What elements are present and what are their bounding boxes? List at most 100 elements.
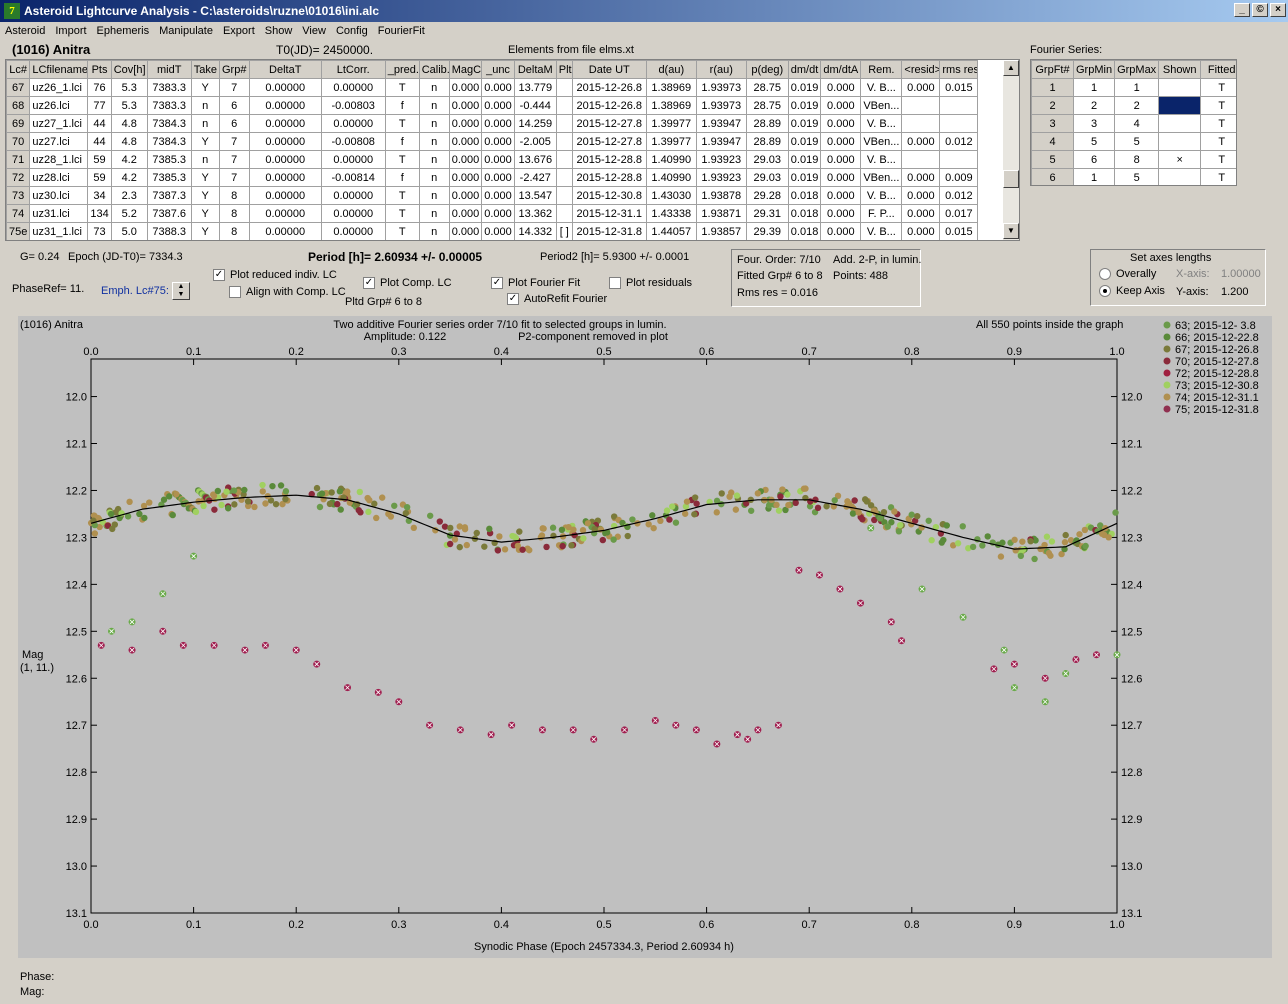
table-cell[interactable]: 0.000 — [481, 96, 515, 115]
table-cell[interactable]: VBen... — [860, 168, 903, 187]
table-cell[interactable]: 8 — [218, 204, 250, 223]
table-cell[interactable]: -2.427 — [513, 168, 557, 187]
menu-view[interactable]: View — [302, 25, 326, 37]
table-cell[interactable]: 0.000 — [448, 168, 483, 187]
table-cell[interactable]: 0.009 — [939, 168, 979, 187]
table-cell[interactable] — [555, 78, 573, 97]
table-cell[interactable]: 69 — [6, 114, 31, 133]
table-cell[interactable]: 0.00000 — [248, 186, 322, 205]
table-cell[interactable]: uz27_1.lci — [29, 114, 89, 133]
table-cell[interactable]: 7 — [218, 150, 250, 169]
table-cell[interactable]: 0.000 — [448, 114, 483, 133]
table-cell[interactable]: uz28_1.lci — [29, 150, 89, 169]
table-cell[interactable]: 0.00000 — [320, 78, 386, 97]
table-cell[interactable]: 2015-12-30.8 — [571, 186, 647, 205]
table-cell[interactable]: 2015-12-28.8 — [571, 150, 647, 169]
ft-cell[interactable] — [1158, 96, 1202, 115]
table-cell[interactable]: 0.000 — [901, 168, 941, 187]
table-cell[interactable]: 59 — [87, 150, 112, 169]
ft-cell[interactable]: 1 — [1072, 78, 1116, 97]
table-cell[interactable]: 7385.3 — [146, 168, 192, 187]
table-cell[interactable]: 7 — [218, 78, 250, 97]
table-cell[interactable]: 74 — [6, 204, 31, 223]
table-cell[interactable]: 76 — [87, 78, 112, 97]
ft-col-header[interactable]: Fitted — [1200, 60, 1236, 79]
table-cell[interactable]: 0.000 — [820, 114, 862, 133]
table-cell[interactable]: 0.00000 — [248, 132, 322, 151]
table-cell[interactable]: 13.362 — [513, 204, 557, 223]
table-cell[interactable]: 5.3 — [110, 96, 148, 115]
menu-show[interactable]: Show — [264, 25, 293, 37]
table-cell[interactable]: 2.3 — [110, 186, 148, 205]
ft-cell[interactable] — [1158, 168, 1202, 185]
lc-col-header[interactable]: _unc — [481, 60, 515, 79]
table-cell[interactable]: 6 — [218, 96, 250, 115]
align-checkbox[interactable]: Align with Comp. LC — [229, 286, 346, 299]
table-cell[interactable]: 14.332 — [513, 222, 557, 240]
table-cell[interactable]: 4.8 — [110, 114, 148, 133]
ft-cell[interactable]: 2 — [1031, 96, 1074, 115]
table-cell[interactable]: 1.43030 — [645, 186, 697, 205]
table-cell[interactable]: f — [384, 168, 420, 187]
table-cell[interactable]: 28.75 — [745, 78, 789, 97]
table-cell[interactable]: uz30.lci — [29, 186, 89, 205]
menu-config[interactable]: Config — [335, 25, 368, 37]
ft-cell[interactable]: 1 — [1114, 78, 1160, 97]
ft-cell[interactable]: 2 — [1072, 96, 1116, 115]
lc-col-header[interactable]: dm/dt — [787, 60, 822, 79]
table-cell[interactable]: 5.0 — [110, 222, 148, 240]
table-cell[interactable]: 0.00000 — [320, 204, 386, 223]
table-cell[interactable]: 0.019 — [787, 150, 822, 169]
lc-col-header[interactable]: dm/dtA — [820, 60, 862, 79]
table-cell[interactable]: 7385.3 — [146, 150, 192, 169]
table-cell[interactable]: 0.000 — [901, 78, 941, 97]
scroll-thumb[interactable] — [1003, 170, 1019, 188]
table-cell[interactable]: 75e — [6, 222, 31, 240]
table-cell[interactable]: uz26_1.lci — [29, 78, 89, 97]
table-cell[interactable]: 7384.3 — [146, 114, 192, 133]
table-cell[interactable]: 29.28 — [745, 186, 789, 205]
table-cell[interactable]: 0.015 — [939, 78, 979, 97]
ft-cell[interactable]: 5 — [1031, 150, 1074, 169]
ft-cell[interactable]: 5 — [1114, 132, 1160, 151]
ft-cell[interactable]: 1 — [1072, 168, 1116, 185]
table-cell[interactable]: 0.000 — [820, 204, 862, 223]
table-cell[interactable]: -0.00808 — [320, 132, 386, 151]
table-cell[interactable]: 29.03 — [745, 150, 789, 169]
table-cell[interactable]: 1.39977 — [645, 114, 697, 133]
table-cell[interactable] — [939, 96, 979, 115]
ft-cell[interactable]: T — [1200, 96, 1236, 115]
lc-col-header[interactable]: Grp# — [218, 60, 250, 79]
menu-import[interactable]: Import — [55, 25, 87, 37]
lc-col-header[interactable]: Lc# — [6, 60, 31, 79]
ft-cell[interactable] — [1158, 132, 1202, 151]
table-cell[interactable]: 4.2 — [110, 150, 148, 169]
plot-residuals-checkbox[interactable]: Plot residuals — [609, 277, 692, 290]
ft-cell[interactable]: 3 — [1072, 114, 1116, 133]
table-cell[interactable]: 7384.3 — [146, 132, 192, 151]
ft-cell[interactable]: T — [1200, 114, 1236, 133]
table-cell[interactable]: T — [384, 78, 420, 97]
table-cell[interactable]: 34 — [87, 186, 112, 205]
table-cell[interactable]: 0.00000 — [320, 150, 386, 169]
table-cell[interactable]: 0.019 — [787, 114, 822, 133]
overally-radio[interactable]: Overally — [1099, 268, 1156, 281]
table-cell[interactable]: 0.012 — [939, 186, 979, 205]
table-cell[interactable]: 2015-12-31.1 — [571, 204, 647, 223]
lc-col-header[interactable]: Date UT — [571, 60, 647, 79]
lc-col-header[interactable]: <resid> — [901, 60, 941, 79]
table-cell[interactable]: 1.38969 — [645, 96, 697, 115]
table-row[interactable]: 68 uz26.lci 77 5.3 7383.3 n 6 0.00000 -0.00803 f n… — [6, 96, 979, 115]
table-cell[interactable]: F. P... — [860, 204, 903, 223]
table-cell[interactable]: 67 — [6, 78, 31, 97]
table-cell[interactable]: n — [418, 78, 450, 97]
table-cell[interactable]: 5.3 — [110, 78, 148, 97]
table-cell[interactable]: 29.39 — [745, 222, 789, 240]
table-cell[interactable]: 0.000 — [481, 114, 515, 133]
table-cell[interactable]: n — [418, 222, 450, 240]
table-cell[interactable]: 44 — [87, 114, 112, 133]
